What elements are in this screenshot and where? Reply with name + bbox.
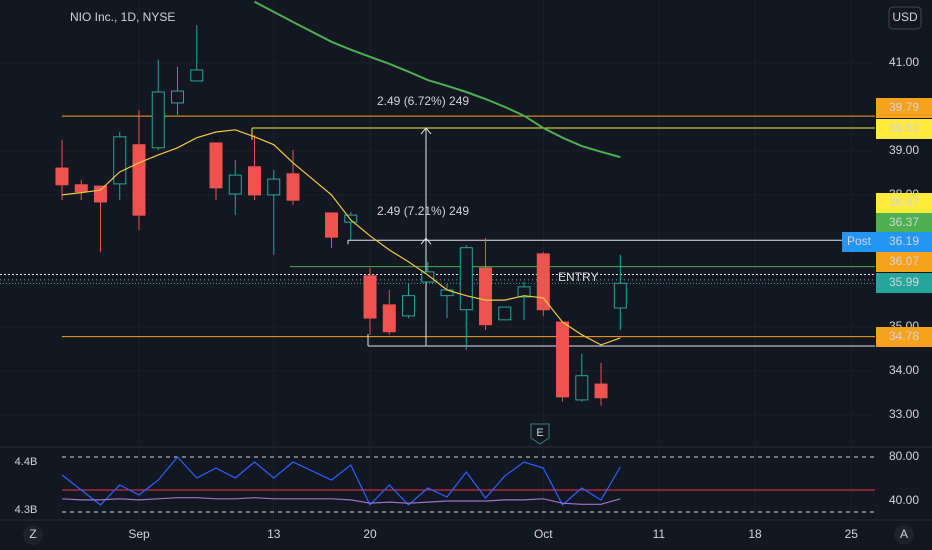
candle-body <box>286 173 300 201</box>
event-letter: E <box>536 427 543 439</box>
indicator-tick-label: 40.00 <box>889 493 919 507</box>
y-tick-label: 34.00 <box>889 363 919 377</box>
candle-body <box>594 383 608 399</box>
candle-body <box>113 136 127 185</box>
indicator-line <box>61 497 621 505</box>
measure-label: 2.49 (6.72%) 249 <box>377 94 469 108</box>
candle-body <box>479 267 493 326</box>
candle-body <box>171 90 185 104</box>
candle-body <box>209 142 223 189</box>
arrow-head <box>420 127 432 135</box>
x-tick-label: 18 <box>748 527 762 541</box>
candle-body <box>536 253 550 311</box>
candle-body <box>344 214 358 223</box>
candle-body <box>267 178 281 196</box>
candle-body <box>190 69 204 82</box>
price-label: 35.99 <box>889 275 919 289</box>
candle-body <box>74 184 88 193</box>
price-label-box <box>876 193 932 213</box>
price-label: 36.97 <box>889 195 919 209</box>
moving-average <box>61 129 621 346</box>
x-tick-label: 20 <box>363 527 377 541</box>
zoom-label[interactable]: Z <box>29 527 36 541</box>
candle-body <box>517 286 531 298</box>
price-label: 39.52 <box>889 121 919 135</box>
x-tick-label: Oct <box>534 527 553 541</box>
y-tick-label: 41.00 <box>889 55 919 69</box>
candle-body <box>228 174 242 195</box>
price-label-box <box>876 232 932 252</box>
indicator-line <box>61 456 621 506</box>
candle-body <box>575 375 589 401</box>
chart-title: NIO Inc., 1D, NYSE <box>70 10 175 24</box>
candle-body <box>248 166 262 196</box>
price-label-box <box>876 273 932 293</box>
price-label: 39.79 <box>889 100 919 114</box>
post-tag-box <box>842 232 876 252</box>
indicator-tick-label: 80.00 <box>889 449 919 463</box>
candle-body <box>382 304 396 333</box>
entry-label: ENTRY <box>558 270 598 284</box>
price-label-box <box>876 119 932 139</box>
candle-body <box>151 91 165 149</box>
candle-body <box>459 247 473 311</box>
price-label-box <box>876 252 932 272</box>
candle-body <box>132 144 146 216</box>
price-label: 36.19 <box>889 234 919 248</box>
price-label-box <box>876 213 932 233</box>
event-icon[interactable] <box>530 423 550 445</box>
candle-body <box>556 321 570 398</box>
candle-body <box>421 271 435 283</box>
price-label: 34.78 <box>889 329 919 343</box>
volume-tick-label: 4.3B <box>15 504 38 516</box>
x-tick-label: 11 <box>653 527 666 541</box>
x-tick-label: 13 <box>267 527 281 541</box>
candle-body <box>93 185 107 203</box>
price-label: 36.07 <box>889 254 919 268</box>
arrow-head <box>420 237 432 245</box>
candle-body <box>402 295 416 317</box>
currency-box[interactable] <box>888 6 922 30</box>
price-label: 36.37 <box>889 215 919 229</box>
candle-body <box>613 282 627 309</box>
price-label-box <box>876 327 932 347</box>
post-tag: Post <box>847 234 872 248</box>
price-label-box <box>876 98 932 118</box>
candle-body <box>363 275 377 319</box>
auto-button[interactable] <box>894 525 914 545</box>
volume-tick-label: 4.4B <box>15 456 38 468</box>
auto-label[interactable]: A <box>900 527 908 541</box>
candle-body <box>55 167 69 186</box>
candle-body <box>325 212 339 238</box>
moving-average <box>254 0 621 159</box>
y-tick-label: 39.00 <box>889 143 919 157</box>
currency[interactable]: USD <box>892 10 918 24</box>
x-tick-label: 25 <box>845 527 859 541</box>
y-tick-label: 33.00 <box>889 407 919 421</box>
x-tick-label: Sep <box>128 527 150 541</box>
zoom-button[interactable] <box>23 525 43 545</box>
measure-label: 2.49 (7.21%) 249 <box>377 204 469 218</box>
candle-body <box>498 306 512 321</box>
